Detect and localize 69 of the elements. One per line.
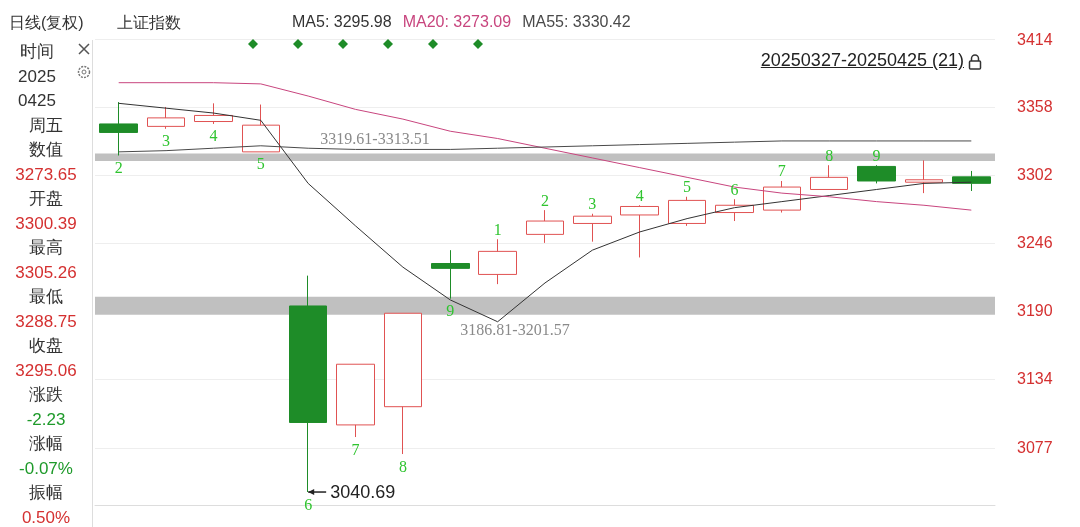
y-tick-label: 3190	[1017, 302, 1053, 320]
candlestick	[336, 363, 375, 438]
band-label: 3319.61-3313.51	[320, 130, 430, 148]
candlestick	[194, 102, 233, 125]
candlestick	[952, 170, 991, 192]
y-tick-label: 3358	[1017, 98, 1053, 116]
text: 8	[398, 457, 407, 475]
y-tick-label: 3302	[1017, 166, 1053, 184]
candlestick	[478, 238, 517, 285]
candlestick	[857, 164, 896, 184]
text: 最高	[28, 237, 64, 259]
annotation: 3040.69	[330, 482, 396, 503]
candlestick	[384, 312, 422, 455]
text: 2	[541, 191, 549, 209]
text: 9	[872, 146, 881, 164]
y-tick-label: 3414	[1017, 30, 1053, 48]
candlestick	[99, 101, 138, 156]
text: 1	[493, 220, 502, 238]
candlestick	[668, 196, 706, 227]
text: -2.23	[25, 408, 67, 431]
text: MA5: 3295.98	[292, 12, 392, 30]
text: 振幅	[28, 482, 64, 504]
text: 7	[351, 440, 360, 458]
y-tick-label: 3077	[1017, 439, 1053, 457]
candlestick	[620, 204, 659, 258]
text: -0.07%	[18, 457, 74, 480]
text: 数值	[28, 139, 64, 161]
text: 4	[635, 186, 644, 204]
text: 开盘	[28, 188, 64, 210]
candlestick	[431, 249, 470, 300]
candlestick	[905, 159, 943, 194]
text: 3	[162, 132, 171, 150]
text: 收盘	[28, 335, 64, 357]
text: 9	[446, 302, 455, 320]
candlestick	[147, 106, 185, 130]
text: MA20: 3273.09	[402, 12, 512, 30]
annotation: 20250327-20250425 (21)	[760, 50, 964, 71]
candlestick	[573, 213, 612, 243]
text: 涨跌	[28, 384, 64, 406]
chart-title: 日线(复权)	[9, 13, 84, 31]
text: 涨幅	[28, 433, 64, 455]
text: 3	[588, 195, 597, 213]
text: 6	[304, 495, 313, 513]
text: 3288.75	[14, 310, 78, 333]
text: 最低	[28, 286, 64, 308]
text: 4	[209, 127, 218, 145]
text: 0425	[17, 90, 57, 112]
text: 3300.39	[14, 212, 78, 235]
text: MA55: 3330.42	[522, 12, 631, 30]
text: 3295.06	[14, 359, 78, 382]
text: 2	[114, 159, 123, 176]
candlestick	[289, 275, 327, 493]
band-label: 3186.81-3201.57	[460, 321, 570, 339]
text: 3305.26	[14, 261, 78, 284]
chart-subtitle: 上证指数	[117, 13, 181, 31]
y-tick-label: 3134	[1017, 370, 1053, 388]
text: 5	[683, 178, 692, 196]
text: 时间	[19, 41, 55, 63]
text: 2025	[17, 65, 57, 88]
text: 3273.65	[14, 163, 78, 186]
text: 5	[256, 155, 265, 173]
text: 周五	[28, 114, 64, 137]
candlestick	[242, 104, 280, 153]
text: 7	[777, 162, 786, 180]
text: 8	[825, 146, 834, 164]
candlestick	[810, 164, 848, 190]
candlestick	[526, 209, 564, 244]
y-tick-label: 3246	[1017, 234, 1053, 252]
text: 0.50%	[20, 506, 72, 527]
